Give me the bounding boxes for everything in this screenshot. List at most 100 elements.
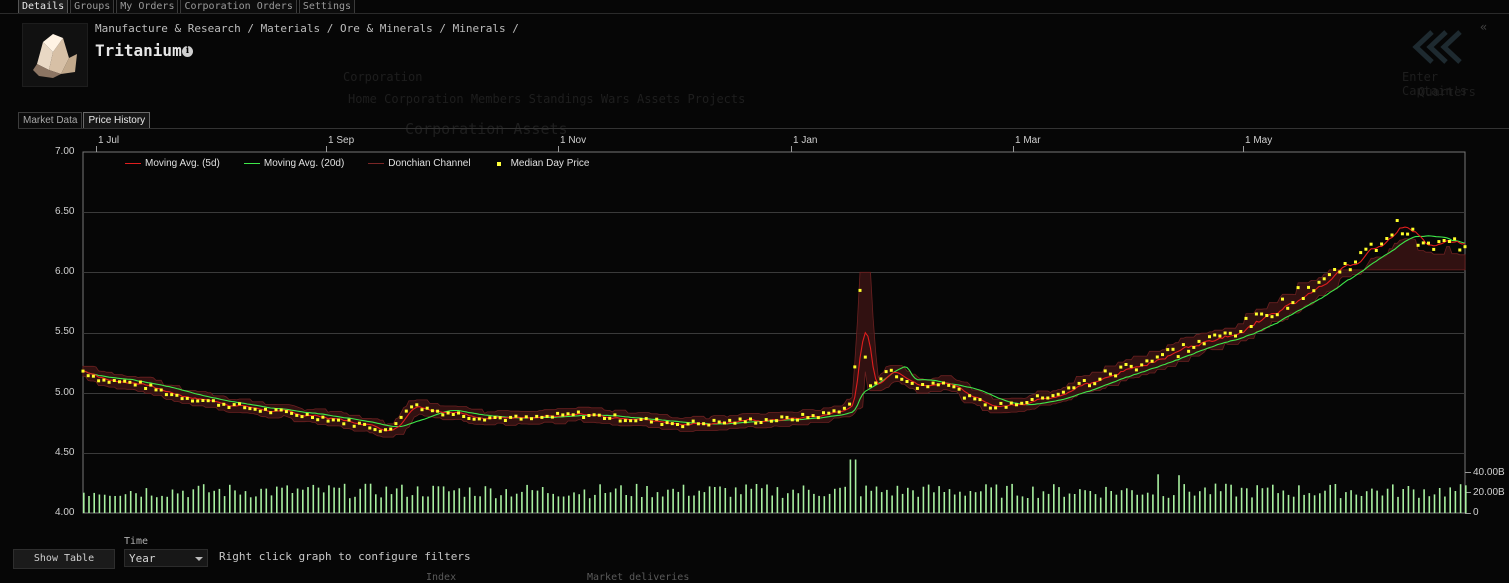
median-point — [1390, 233, 1394, 237]
median-point — [347, 418, 351, 422]
info-icon[interactable]: i — [182, 46, 193, 57]
volume-bar — [93, 492, 95, 513]
volume-bar — [208, 492, 210, 513]
volume-bar — [1261, 488, 1264, 513]
median-point — [467, 417, 471, 420]
volume-bar — [1131, 490, 1133, 513]
median-point — [717, 420, 721, 424]
volume-bar — [1136, 494, 1138, 513]
volume-bar — [479, 496, 481, 513]
median-point — [1432, 247, 1436, 251]
window-collapse-icon[interactable]: « — [1480, 20, 1488, 34]
volume-bar — [333, 487, 335, 513]
median-point — [649, 420, 653, 424]
tab-price-history[interactable]: Price History — [83, 112, 151, 128]
median-point — [1281, 297, 1284, 301]
volume-bar — [536, 490, 539, 513]
median-point — [1234, 334, 1237, 338]
median-point — [483, 418, 487, 422]
median-point — [269, 411, 273, 415]
median-point — [1072, 386, 1076, 390]
volume-bar — [1256, 485, 1258, 513]
median-point — [373, 428, 377, 432]
tab-market-data[interactable]: Market Data — [18, 112, 83, 128]
volume-bar — [182, 490, 184, 513]
volume-bar — [1428, 496, 1431, 513]
volume-bar — [672, 488, 674, 513]
legend-item-ma5[interactable]: Moving Avg. (5d) — [125, 158, 220, 169]
median-point — [337, 418, 340, 422]
median-point — [206, 399, 210, 403]
median-point — [81, 369, 85, 373]
median-point — [295, 413, 299, 417]
median-point — [1354, 260, 1357, 264]
volume-bar — [948, 489, 951, 513]
median-point — [858, 288, 862, 292]
median-point — [1411, 227, 1415, 231]
time-range-select[interactable]: Year — [124, 549, 208, 567]
tritanium-crystal-icon[interactable] — [22, 23, 88, 87]
median-point — [1202, 342, 1206, 346]
median-point — [853, 365, 857, 369]
show-table-button[interactable]: Show Table — [13, 549, 115, 569]
volume-bar — [114, 496, 116, 513]
volume-bar — [724, 488, 727, 513]
legend-item-ma20[interactable]: Moving Avg. (20d) — [243, 158, 344, 169]
volume-bar — [1199, 491, 1201, 513]
volume-bar — [437, 486, 440, 513]
volume-bar — [442, 486, 445, 513]
median-point — [451, 413, 455, 416]
median-point — [1004, 405, 1008, 409]
ma5-swatch — [125, 163, 141, 164]
median-point — [123, 379, 127, 383]
x-tick-label: 1 May — [1245, 135, 1273, 146]
breadcrumb[interactable]: Manufacture & Research / Materials / Ore… — [95, 22, 519, 35]
volume-bar — [771, 495, 773, 513]
median-point — [822, 411, 825, 415]
median-point — [686, 422, 690, 426]
median-point — [785, 415, 789, 419]
volume-bar — [703, 492, 706, 513]
median-point — [1385, 237, 1389, 240]
median-point — [1077, 381, 1081, 385]
median-point — [1275, 313, 1279, 317]
median-point — [1176, 355, 1180, 359]
legend-item-donchian[interactable]: Donchian Channel — [368, 158, 471, 169]
volume-bar — [291, 493, 294, 513]
volume-bar — [849, 459, 852, 513]
median-point — [962, 396, 966, 400]
volume-bar — [1418, 497, 1420, 513]
volume-bar — [1193, 495, 1196, 513]
median-point — [1208, 335, 1211, 339]
x-tick-label: 1 Nov — [560, 135, 587, 146]
volume-bar — [286, 485, 288, 513]
volume-bar — [406, 496, 408, 513]
median-point — [524, 415, 528, 419]
median-point — [86, 374, 90, 378]
median-point — [97, 379, 101, 383]
median-point — [1145, 359, 1149, 363]
median-point — [211, 399, 215, 403]
median-point — [1134, 368, 1138, 372]
median-point — [1286, 306, 1290, 310]
volume-bar — [1313, 495, 1316, 513]
volume-bar — [1079, 489, 1081, 513]
volume-bar — [364, 483, 367, 513]
volume-bar — [969, 491, 972, 513]
x-tick-label: 1 Sep — [328, 135, 355, 146]
volume-bar — [260, 488, 262, 513]
median-point — [676, 423, 679, 426]
median-point — [879, 377, 883, 381]
volume-bar — [1345, 492, 1347, 513]
volume-bar — [661, 496, 664, 513]
x-tick-label: 1 Jul — [98, 135, 120, 146]
volume-bar — [693, 495, 695, 513]
volume-bar — [802, 485, 805, 513]
median-point — [1374, 249, 1378, 252]
median-point — [884, 370, 888, 374]
median-point — [217, 403, 221, 407]
legend-item-median[interactable]: Median Day Price — [495, 158, 589, 169]
volume-bar — [1287, 494, 1290, 513]
median-swatch — [496, 161, 501, 166]
